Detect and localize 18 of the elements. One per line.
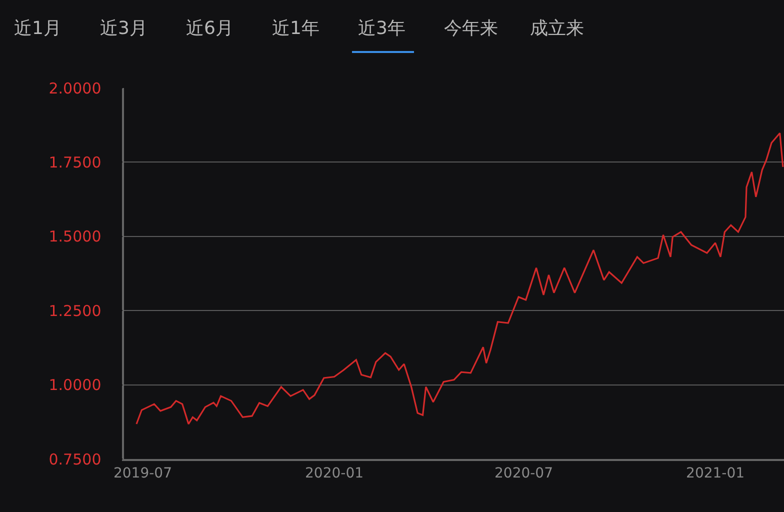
line-series bbox=[136, 132, 784, 425]
y-tick-label: 0.7500 bbox=[48, 450, 102, 468]
text: 近1年 bbox=[272, 18, 320, 39]
text: 成立来 bbox=[530, 18, 584, 39]
x-tick-label: 2021-01 bbox=[686, 466, 745, 482]
y-tick-label: 2.0000 bbox=[48, 79, 102, 98]
text: 近3月 bbox=[100, 18, 148, 39]
text: 近6月 bbox=[186, 18, 234, 39]
x-tick-label: 2020-07 bbox=[494, 466, 553, 482]
x-tick-label: 2020-01 bbox=[305, 466, 364, 482]
y-tick-label: 1.2500 bbox=[48, 302, 102, 320]
y-tick-label: 1.7500 bbox=[48, 153, 102, 172]
text: 近1月 bbox=[14, 18, 62, 39]
x-tick-label: 2019-07 bbox=[113, 466, 172, 482]
text: 今年来 bbox=[444, 18, 498, 39]
y-tick-label: 1.0000 bbox=[48, 376, 102, 394]
y-tick-label: 1.5000 bbox=[48, 228, 102, 246]
text: 近3年 bbox=[358, 18, 406, 39]
